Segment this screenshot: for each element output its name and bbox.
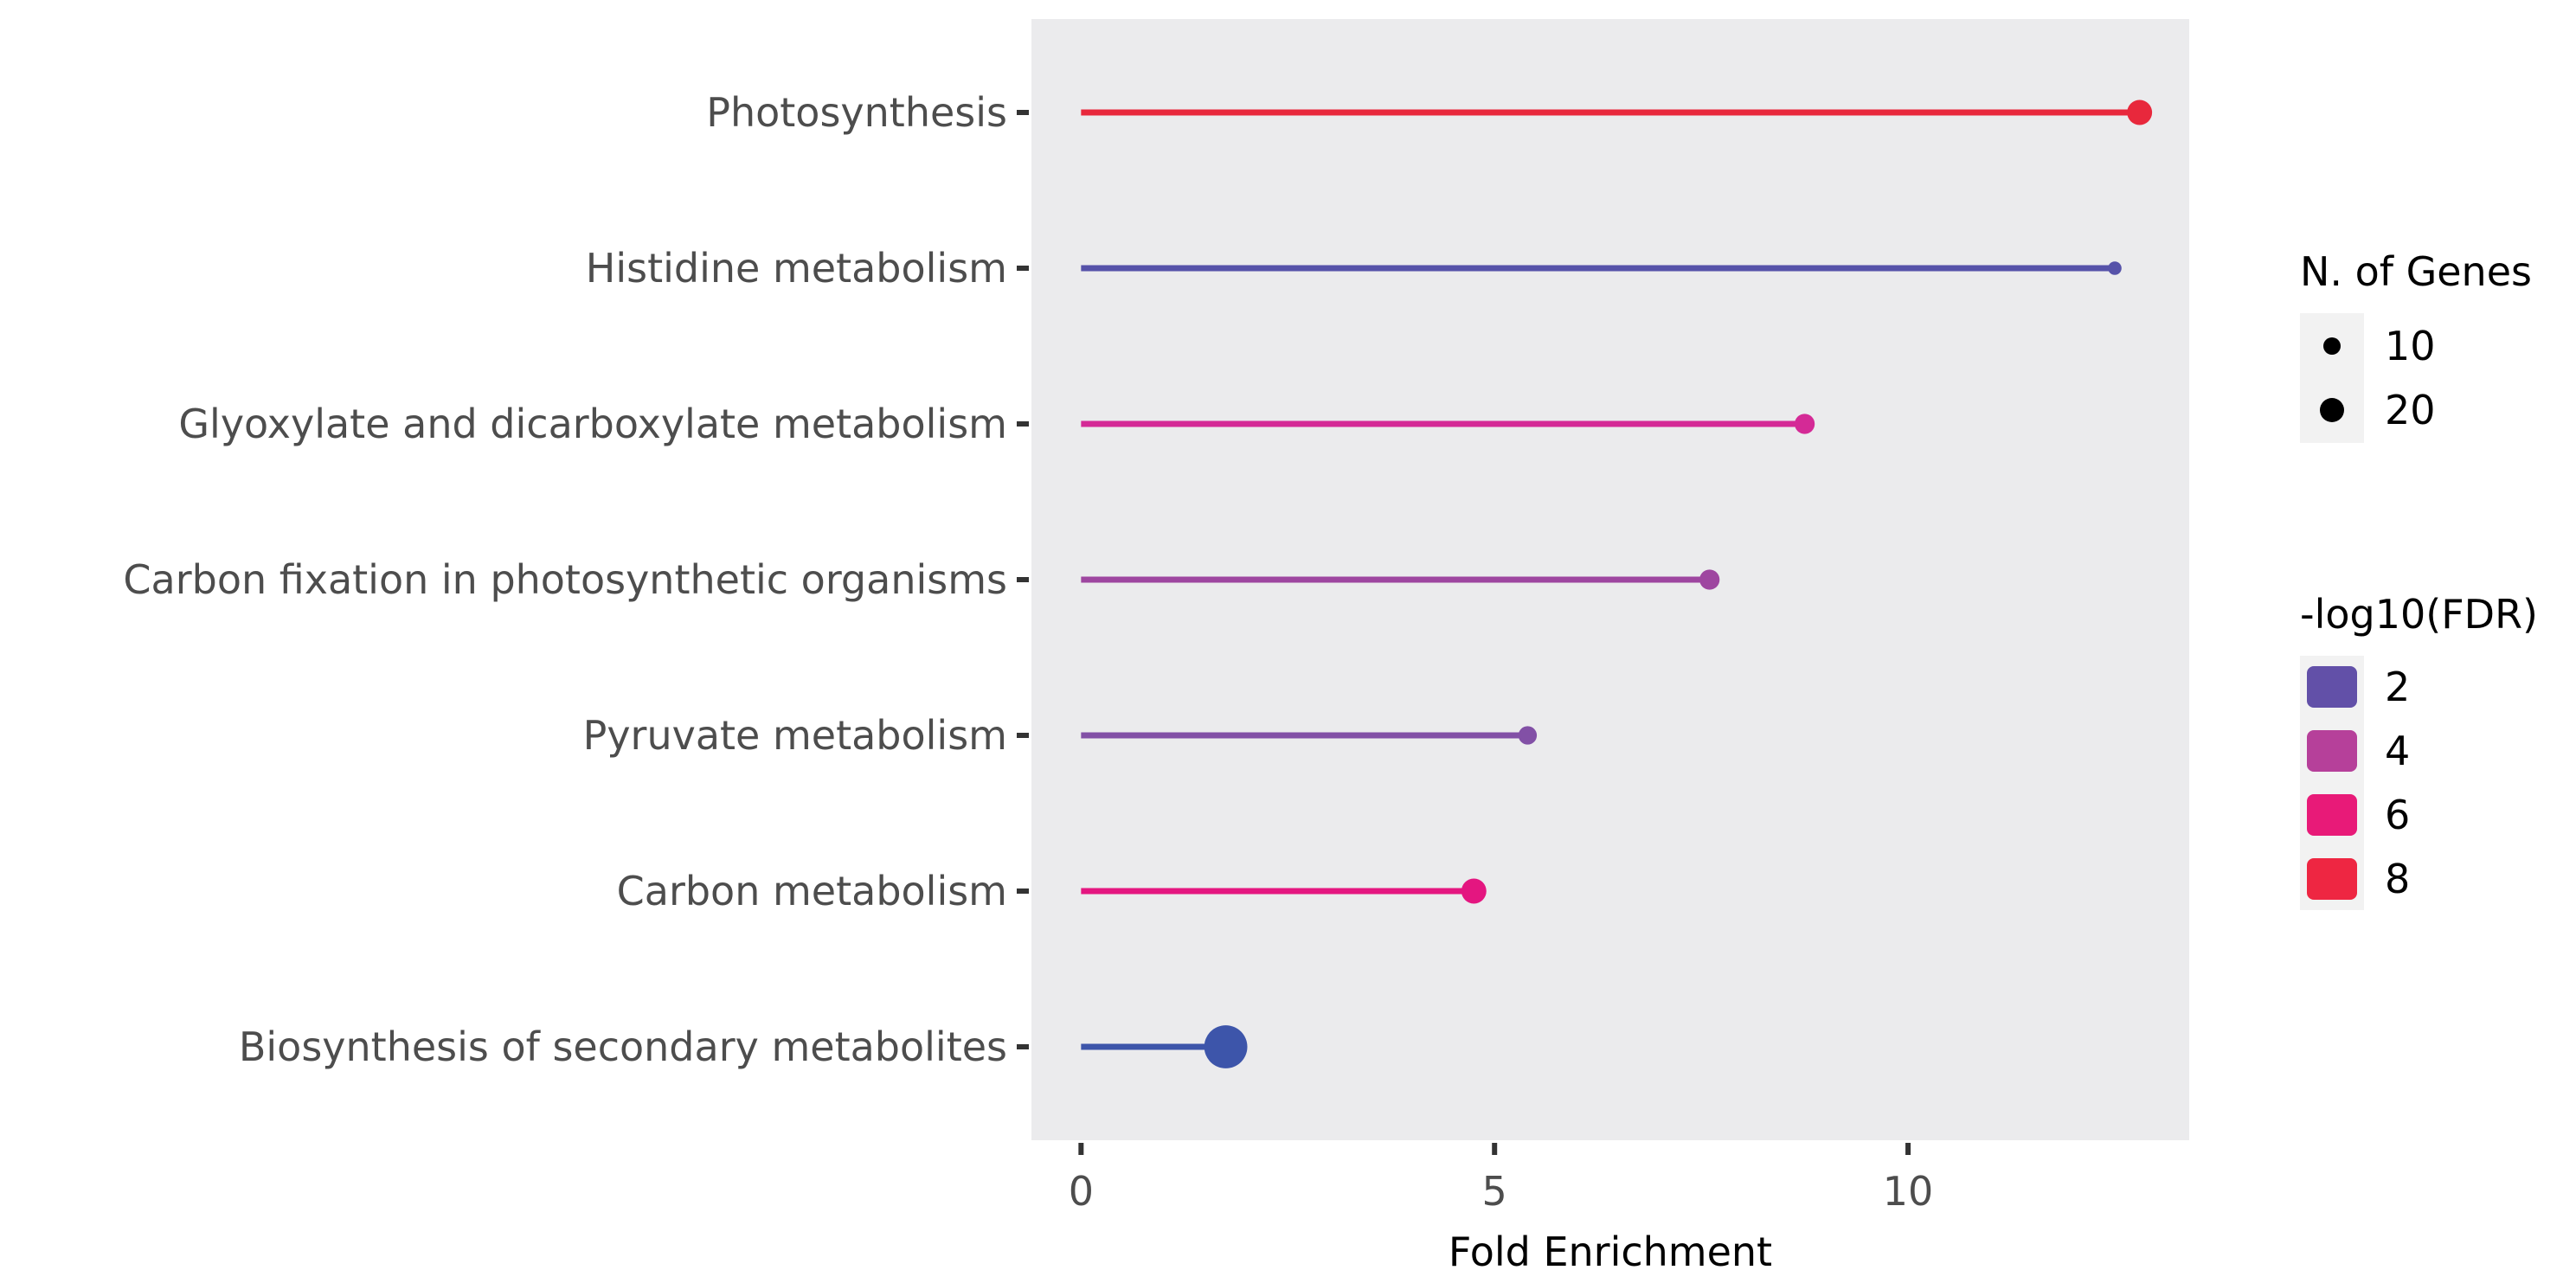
y-tick-label-carbon-metabolism: Carbon metabolism bbox=[617, 868, 1007, 914]
legend-gene-count-key-background bbox=[2300, 313, 2364, 443]
point-histidine-metabolism bbox=[2108, 261, 2122, 275]
point-biosynthesis-of-secondary-metabolites bbox=[1204, 1025, 1248, 1068]
legend-fdr-title: -log10(FDR) bbox=[2300, 591, 2538, 638]
y-axis: Photosynthesis Histidine metabolism Glyoxy… bbox=[123, 89, 1029, 1070]
x-tick-label-0: 0 bbox=[1069, 1168, 1094, 1215]
y-tick-label-glyoxylate-and-dicarboxylate-metabolism: Glyoxylate and dicarboxylate metabolism bbox=[178, 401, 1007, 447]
point-carbon-fixation-in-photosynthetic-organisms bbox=[1699, 569, 1720, 590]
legend-fdr-label-8: 8 bbox=[2385, 856, 2410, 902]
chart-marks bbox=[1081, 99, 2153, 1068]
y-tick-label-pyruvate-metabolism: Pyruvate metabolism bbox=[583, 712, 1007, 759]
legend-fdr-label-2: 2 bbox=[2385, 664, 2410, 710]
legend-gene-count-key-20 bbox=[2320, 398, 2344, 422]
legend-gene-count-key-10 bbox=[2323, 337, 2341, 355]
legend-gene-count-label-20: 20 bbox=[2385, 387, 2436, 433]
point-carbon-metabolism bbox=[1461, 878, 1487, 904]
legend-fdr-key-4 bbox=[2307, 730, 2357, 772]
legend-gene-count-title: N. of Genes bbox=[2300, 248, 2532, 295]
y-tick-label-biosynthesis-of-secondary-metabolites: Biosynthesis of secondary metabolites bbox=[239, 1023, 1007, 1070]
y-tick-label-histidine-metabolism: Histidine metabolism bbox=[586, 245, 1007, 292]
x-axis-title: Fold Enrichment bbox=[1449, 1228, 1772, 1275]
legend-gene-count: N. of Genes 10 20 bbox=[2300, 248, 2532, 443]
legend-fdr-label-4: 4 bbox=[2385, 728, 2410, 774]
x-tick-label-10: 10 bbox=[1883, 1168, 1934, 1215]
x-axis: 0 5 10 bbox=[1069, 1143, 1934, 1215]
point-photosynthesis bbox=[2127, 99, 2153, 125]
legend-fdr-key-6 bbox=[2307, 794, 2357, 836]
legend-fdr-key-2 bbox=[2307, 666, 2357, 708]
point-glyoxylate-and-dicarboxylate-metabolism bbox=[1794, 414, 1815, 434]
legend-fdr: -log10(FDR) 2 4 6 8 bbox=[2300, 591, 2538, 910]
legend-fdr-key-8 bbox=[2307, 858, 2357, 900]
x-tick-label-5: 5 bbox=[1482, 1168, 1507, 1215]
y-tick-label-carbon-fixation-in-photosynthetic-organisms: Carbon fixation in photosynthetic organi… bbox=[123, 556, 1007, 603]
y-tick-label-photosynthesis: Photosynthesis bbox=[706, 89, 1007, 136]
point-pyruvate-metabolism bbox=[1518, 726, 1538, 745]
legend-fdr-label-6: 6 bbox=[2385, 792, 2410, 838]
legend-gene-count-label-10: 10 bbox=[2385, 323, 2436, 369]
